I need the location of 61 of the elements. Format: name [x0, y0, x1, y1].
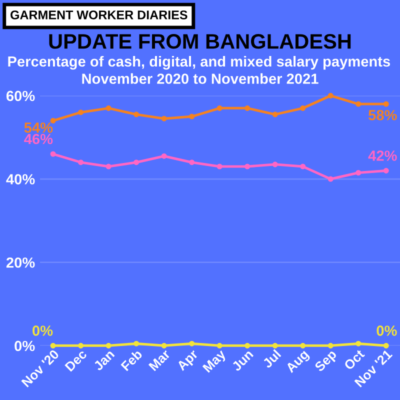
- point: [383, 101, 389, 107]
- point: [189, 160, 195, 166]
- point: [216, 342, 222, 348]
- point: [328, 92, 334, 98]
- point: [106, 105, 112, 111]
- x-tick-label: Aug: [285, 349, 311, 376]
- y-tick-label: 0%: [14, 340, 35, 352]
- point: [328, 176, 334, 182]
- point: [161, 116, 167, 122]
- y-tick-label: 20%: [6, 257, 35, 268]
- point: [300, 164, 306, 170]
- point: [244, 164, 250, 170]
- point: [272, 342, 278, 348]
- x-tick-label: Jun: [231, 349, 254, 372]
- point: [244, 105, 250, 111]
- point: [383, 168, 389, 174]
- point: [106, 164, 112, 170]
- point: [300, 105, 306, 111]
- point: [134, 112, 140, 118]
- point: [244, 342, 250, 348]
- point: [328, 342, 334, 348]
- point: [272, 112, 278, 118]
- data-label: 0%: [32, 326, 53, 336]
- point: [161, 342, 167, 348]
- point: [50, 151, 56, 157]
- data-label: 58%: [368, 110, 397, 120]
- point: [78, 342, 84, 348]
- point: [216, 105, 222, 111]
- point: [78, 110, 84, 116]
- point: [272, 162, 278, 168]
- x-tick-label: Apr: [176, 348, 200, 373]
- point: [383, 342, 389, 348]
- point: [134, 340, 140, 346]
- x-tick-label: Feb: [120, 348, 143, 372]
- text: GARMENT WORKER DIARIES: [10, 10, 188, 20]
- point: [356, 101, 362, 107]
- point: [78, 160, 84, 166]
- x-tick-label: Jul: [262, 349, 282, 369]
- point: [356, 340, 362, 346]
- point: [161, 153, 167, 159]
- point: [134, 160, 140, 166]
- point: [300, 342, 306, 348]
- y-tick-label: 60%: [6, 90, 35, 102]
- data-label: 54%: [24, 122, 53, 133]
- point: [216, 164, 222, 170]
- x-tick-label: Sep: [314, 349, 339, 374]
- x-tick-label: Mar: [148, 348, 171, 372]
- chart-title: UPDATE FROM BANGLADESH: [49, 34, 351, 49]
- data-label: 0%: [376, 326, 397, 336]
- point: [356, 170, 362, 176]
- point: [106, 342, 112, 348]
- x-tick-label: Dec: [64, 349, 88, 372]
- point: [189, 340, 195, 346]
- point: [50, 342, 56, 348]
- y-tick-label: 40%: [6, 174, 35, 184]
- point: [50, 118, 56, 124]
- data-label: 46%: [24, 134, 53, 144]
- chart-subtitle: Percentage of cash, digital, and mixed salary payments November 2020 to November 2021: [8, 56, 390, 84]
- x-tick-label: Jan: [92, 349, 115, 372]
- data-label: 42%: [368, 150, 397, 161]
- point: [189, 114, 195, 120]
